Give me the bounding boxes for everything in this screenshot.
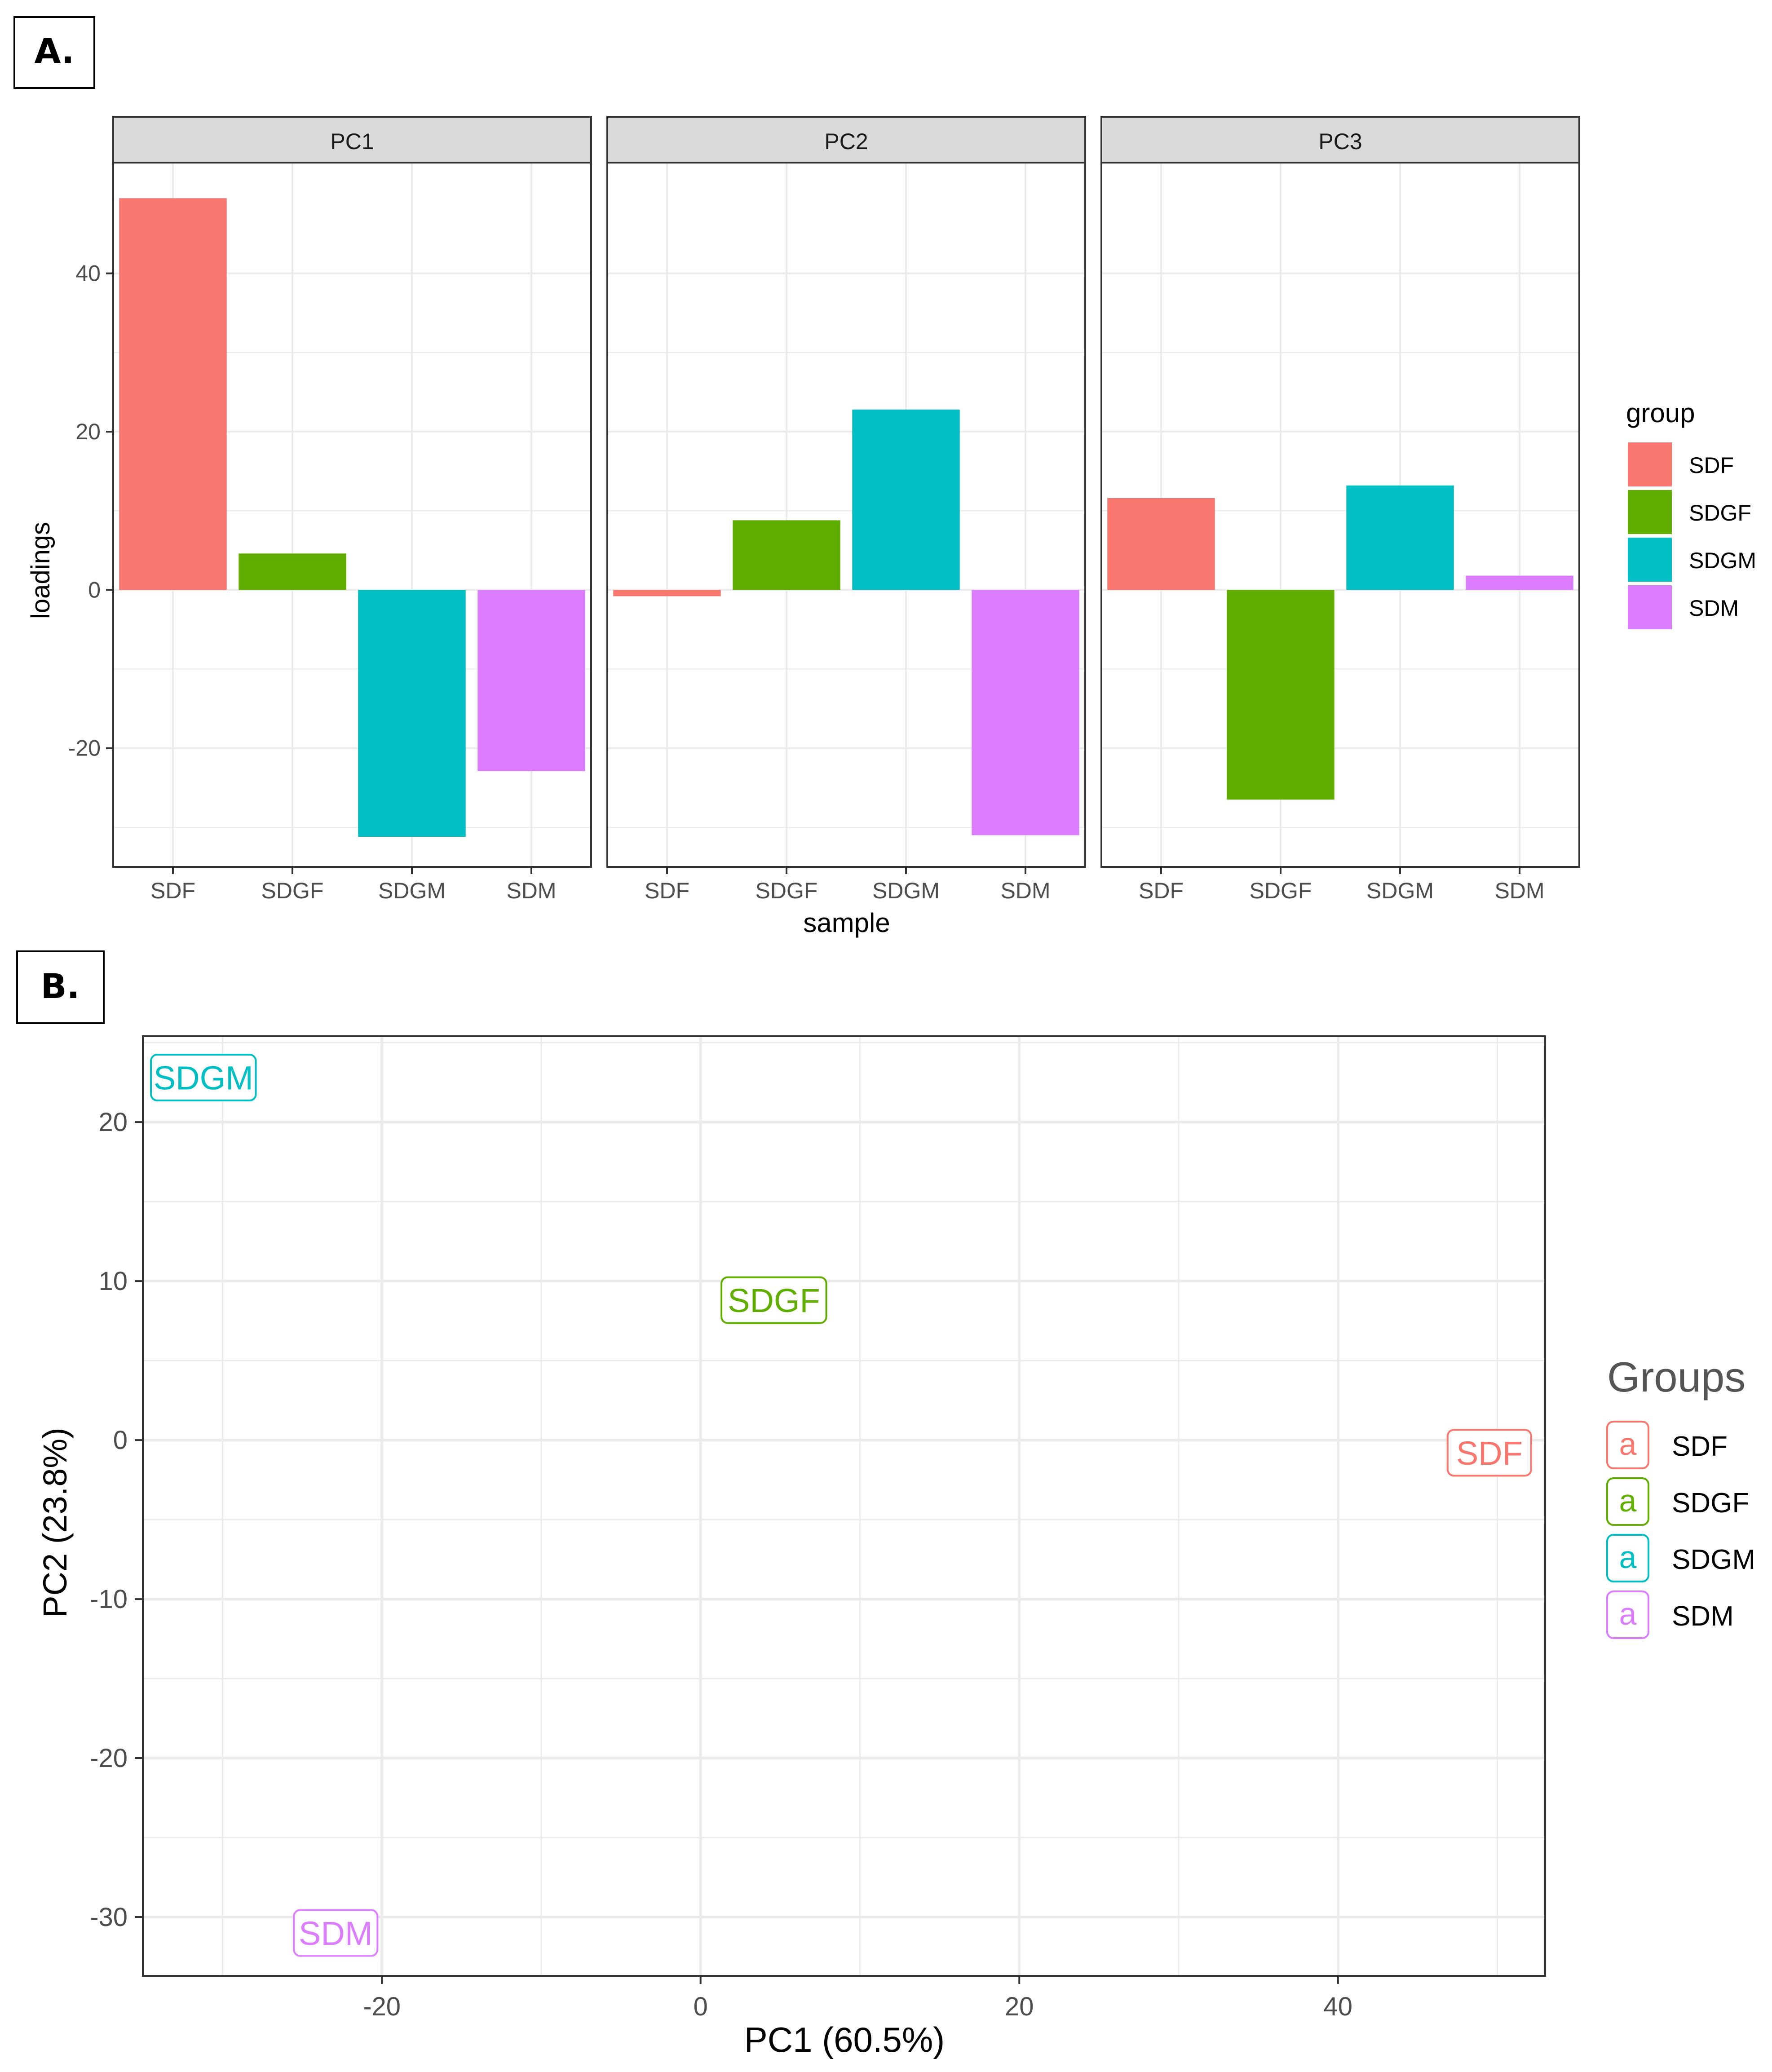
bar-pc3-sdgf xyxy=(1227,590,1335,800)
loadings-bar-chart: PC1 PC2 PC3 -20 0 20 40 SDF SDGF SDGM SDM SDF SDGF… xyxy=(26,116,1756,938)
point-label-sdgm: SDGM xyxy=(150,1054,257,1102)
bar-pc1-sdf xyxy=(119,198,227,590)
legend-label-sdm: SDM xyxy=(1672,1601,1734,1632)
legend-label-sdf: SDF xyxy=(1672,1431,1728,1462)
y-axis-title: PC2 (23.8%) xyxy=(36,1427,74,1618)
groups-legend: Groups a SDF a SDGF a SDGM a SDM xyxy=(1606,1353,1755,1639)
x-tick-label: 40 xyxy=(1324,1992,1353,2021)
bar-pc1-sdgf xyxy=(239,553,346,590)
y-tick-label: 0 xyxy=(88,577,101,602)
legend-label-sdgf: SDGF xyxy=(1672,1488,1749,1519)
legend-key-sdgf xyxy=(1628,490,1672,534)
x-tick-label: SDGM xyxy=(872,878,940,903)
bar-pc2-sdm xyxy=(972,590,1079,835)
bar-pc2-sdf xyxy=(613,590,721,596)
legend-key-sdm xyxy=(1628,585,1672,629)
x-tick-label: SDF xyxy=(645,878,689,903)
facet-label: PC2 xyxy=(824,129,868,154)
y-tick-label: 10 xyxy=(98,1267,128,1296)
legend-key-sdf xyxy=(1606,1421,1649,1469)
legend-key-sdf xyxy=(1628,442,1672,486)
bar-pc2-sdgm xyxy=(852,409,960,590)
x-axis-title: PC1 (60.5%) xyxy=(744,2020,945,2059)
legend-key-glyph: a xyxy=(1619,1427,1637,1462)
facet-frame xyxy=(606,162,1086,868)
bar-pc1-sdgm xyxy=(358,590,466,837)
legend-key-glyph: a xyxy=(1619,1596,1637,1631)
x-tick-label: SDGF xyxy=(756,878,818,903)
legend-key-sdgf xyxy=(1606,1477,1649,1526)
x-tick-label: SDM xyxy=(506,878,556,903)
x-tick-label: SDGF xyxy=(261,878,324,903)
facet-strip xyxy=(112,116,592,163)
y-tick-label: -20 xyxy=(90,1744,128,1773)
pca-scatter-chart: SDF SDGF SDGM SDM -30 -20 -10 0 10 20 -20 0 20 40 P… xyxy=(36,1035,1755,2059)
pc1-x-axis: -20 0 20 40 xyxy=(363,1976,1352,2021)
bar-pc1-sdm xyxy=(477,590,585,771)
legend-key-sdgm xyxy=(1606,1534,1649,1582)
label-box xyxy=(150,1054,257,1102)
legend-label-sdgm: SDGM xyxy=(1689,548,1756,573)
label-box xyxy=(720,1276,827,1324)
legend-key-sdgm xyxy=(1628,538,1672,582)
y-tick-label: 0 xyxy=(113,1426,128,1455)
y-tick-label: -10 xyxy=(90,1585,128,1614)
x-tick-label: -20 xyxy=(363,1992,401,2021)
facet-frame xyxy=(112,162,592,868)
legend-label-sdgm: SDGM xyxy=(1672,1544,1755,1575)
panel-b-label: B. xyxy=(41,966,80,1006)
bar-pc3-sdgm xyxy=(1346,485,1454,590)
bar-pc3-sdm xyxy=(1466,575,1573,590)
x-tick-label: SDGM xyxy=(1366,878,1434,903)
panel-a-label-box: A. xyxy=(13,16,95,89)
x-tick-label: SDF xyxy=(150,878,195,903)
facet-strip xyxy=(606,116,1086,163)
point-label-text: SDF xyxy=(1456,1435,1523,1472)
legend-label-sdgf: SDGF xyxy=(1689,500,1751,526)
x-tick-label: SDM xyxy=(1494,878,1544,903)
bar-pc3-sdf xyxy=(1107,498,1215,590)
point-label-text: SDGF xyxy=(728,1282,820,1319)
legend-key-sdm xyxy=(1606,1590,1649,1639)
panel-a-label: A. xyxy=(34,31,74,71)
legend-label-sdf: SDF xyxy=(1689,453,1734,478)
y-tick-label: 20 xyxy=(75,419,101,444)
group-legend: group SDF SDGF SDGM SDM xyxy=(1626,398,1756,629)
pc2-y-axis: -30 -20 -10 0 10 20 xyxy=(90,1108,143,1932)
point-label-text: SDM xyxy=(299,1915,372,1952)
facet-strip xyxy=(1100,116,1580,163)
facet-label: PC1 xyxy=(330,129,374,154)
x-tick-label: SDF xyxy=(1139,878,1184,903)
x-tick-label: 0 xyxy=(694,1992,708,2021)
plot-frame xyxy=(142,1035,1546,1977)
point-label-sdm: SDM xyxy=(293,1909,379,1957)
x-tick-label: SDGM xyxy=(378,878,446,903)
y-tick-label: -20 xyxy=(68,736,101,761)
label-box xyxy=(293,1909,379,1957)
legend-key-glyph: a xyxy=(1619,1483,1637,1518)
point-label-text: SDGM xyxy=(154,1060,253,1097)
sample-x-axis: SDF SDGF SDGM SDM SDF SDGF SDGM SDM SDF SDGF SDGM S… xyxy=(150,867,1545,903)
bar-pc2-sdgf xyxy=(733,520,840,590)
point-label-sdgf: SDGF xyxy=(720,1276,827,1324)
point-label-sdf: SDF xyxy=(1446,1429,1532,1477)
loadings-y-axis: -20 0 20 40 xyxy=(68,261,113,761)
y-tick-label: 40 xyxy=(75,261,101,286)
panel-b-label-box: B. xyxy=(16,950,105,1024)
y-axis-title: loadings xyxy=(26,522,55,619)
x-tick-label: SDGF xyxy=(1250,878,1312,903)
legend-title: group xyxy=(1626,398,1695,428)
x-tick-label: 20 xyxy=(1005,1992,1034,2021)
x-tick-label: SDM xyxy=(1000,878,1050,903)
legend-title: Groups xyxy=(1607,1353,1745,1400)
x-axis-title: sample xyxy=(803,908,890,938)
legend-label-sdm: SDM xyxy=(1689,596,1739,621)
legend-key-glyph: a xyxy=(1619,1540,1637,1575)
y-tick-label: -30 xyxy=(90,1903,128,1932)
facet-label: PC3 xyxy=(1318,129,1362,154)
facet-frame xyxy=(1100,162,1580,868)
y-tick-label: 20 xyxy=(98,1108,128,1137)
label-box xyxy=(1446,1429,1532,1477)
